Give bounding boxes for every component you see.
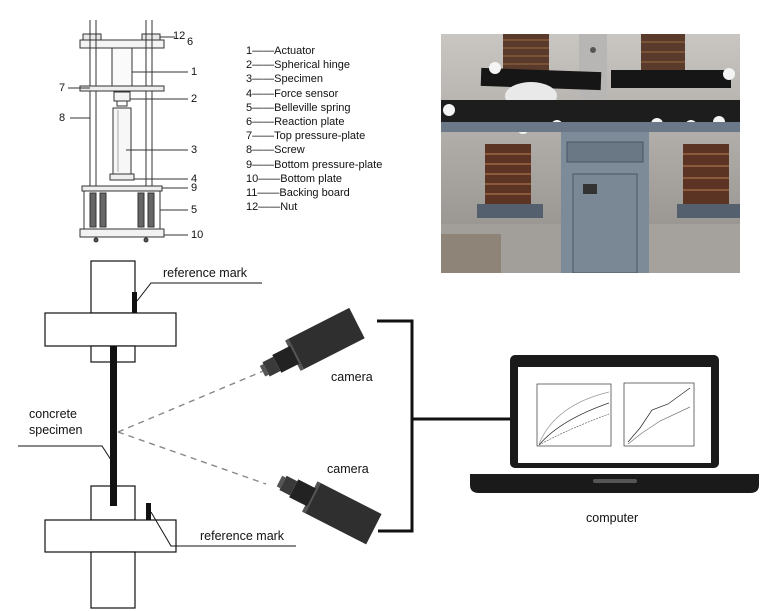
- legend-item: 4——Force sensor: [246, 87, 339, 100]
- camera-top-view-line: [117, 368, 269, 433]
- concrete-specimen-bar: [110, 346, 117, 506]
- part-number-10: 10: [191, 229, 204, 241]
- reference-mark-bottom-block: [146, 503, 151, 520]
- reference-mark-bottom-leader: [150, 511, 296, 547]
- part-number-2: 2: [191, 93, 198, 105]
- part-number-3: 3: [191, 144, 198, 156]
- legend-item: 1——Actuator: [246, 45, 316, 57]
- test-rig-photo: [441, 34, 740, 273]
- reference-mark-top-block: [132, 292, 137, 313]
- lower-grip-shaft: [90, 551, 136, 609]
- part-number-12: 12: [173, 30, 186, 42]
- reference-mark-bottom-label: reference mark: [200, 529, 285, 543]
- reference-mark-top-label: reference mark: [163, 266, 248, 280]
- laptop-display: [518, 367, 711, 463]
- laptop-base: [470, 474, 759, 493]
- camera-bottom-cable: [378, 419, 414, 533]
- part-number-1: 1: [191, 66, 198, 78]
- part-number-6: 6: [187, 36, 194, 48]
- camera-bottom-label: camera: [327, 462, 369, 476]
- test-rig-photo-drawing: [441, 34, 740, 273]
- camera-top-label: camera: [331, 370, 373, 384]
- legend-item: 6——Reaction plate: [246, 116, 345, 129]
- camera-top: [259, 307, 365, 377]
- legend-item: 12——Nut: [246, 201, 298, 214]
- part-number-9: 9: [191, 182, 198, 194]
- computer-label: computer: [586, 511, 639, 525]
- legend-item: 5——Belleville spring: [246, 101, 351, 114]
- legend-item: 3——Specimen: [246, 73, 324, 86]
- legend-item: 11——Backing board: [246, 187, 350, 200]
- legend-item: 9——Bottom pressure-plate: [246, 158, 383, 171]
- force-sensor: [109, 173, 135, 181]
- camera-bottom: [276, 475, 382, 545]
- legend-item: 10——Bottom plate: [246, 172, 342, 185]
- part-number-8: 8: [59, 112, 66, 124]
- bottom-plate: [79, 228, 165, 238]
- legend-item: 8——Screw: [246, 144, 305, 157]
- specimen-label-line1: concrete: [29, 407, 77, 421]
- upper-grip-plate: [44, 312, 177, 347]
- part-number-5: 5: [191, 204, 198, 216]
- parts-legend: 1——Actuator 2——Spherical hinge 3——Specim…: [246, 44, 382, 214]
- camera-bottom-view-line: [117, 431, 267, 485]
- upper-grip-shaft: [90, 260, 136, 314]
- reference-mark-top-leader: [136, 282, 262, 302]
- laptop: [470, 355, 759, 493]
- screen-plot-left: [536, 383, 612, 447]
- part-number-4: 4: [191, 173, 198, 185]
- specimen-label-line2: specimen: [29, 423, 83, 437]
- part-number-7: 7: [59, 82, 66, 94]
- lower-grip-plate: [44, 519, 177, 553]
- camera-top-cable: [377, 319, 414, 419]
- specimen-leader: [18, 445, 114, 464]
- legend-item: 2——Spherical hinge: [246, 59, 350, 72]
- legend-item: 7——Top pressure-plate: [246, 130, 366, 143]
- screen-plot-right: [623, 382, 695, 447]
